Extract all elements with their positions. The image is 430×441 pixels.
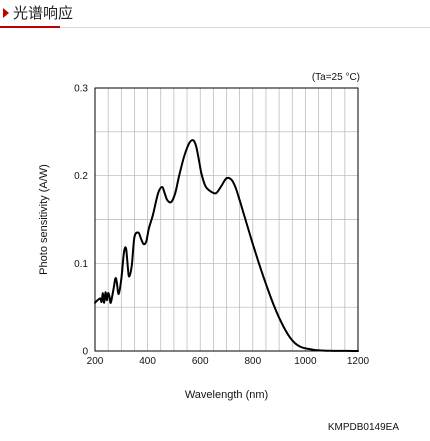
chart-grid	[95, 88, 358, 351]
series-line	[94, 139, 359, 352]
x-tick-label: 1200	[347, 356, 370, 367]
section-title: 光谱响应	[13, 4, 74, 22]
x-tick-label: 800	[244, 356, 261, 367]
y-tick-label: 0.2	[74, 171, 88, 182]
section-header: 光谱响应	[0, 0, 430, 30]
triangle-marker-icon	[3, 8, 9, 18]
x-tick-labels: 200 400 600 800 1000 1200	[87, 356, 370, 367]
x-tick-label: 400	[139, 356, 156, 367]
x-axis-label: Wavelength (nm)	[185, 389, 268, 401]
y-tick-labels: 0 0.1 0.2 0.3	[74, 84, 88, 358]
plot-frame	[94, 87, 359, 352]
x-tick-label: 200	[87, 356, 104, 367]
header-accent-bar	[0, 26, 60, 28]
y-tick-label: 0.3	[74, 84, 88, 95]
header-divider	[0, 27, 430, 28]
y-tick-label: 0	[82, 347, 88, 358]
y-axis-label: Photo sensitivity (A/W)	[38, 164, 50, 275]
temperature-note: (Ta=25 °C)	[312, 72, 360, 83]
figure-code: KMPDB0149EA	[328, 422, 399, 433]
x-tick-label: 600	[192, 356, 209, 367]
y-tick-label: 0.1	[74, 259, 88, 270]
x-tick-label: 1000	[294, 356, 317, 367]
